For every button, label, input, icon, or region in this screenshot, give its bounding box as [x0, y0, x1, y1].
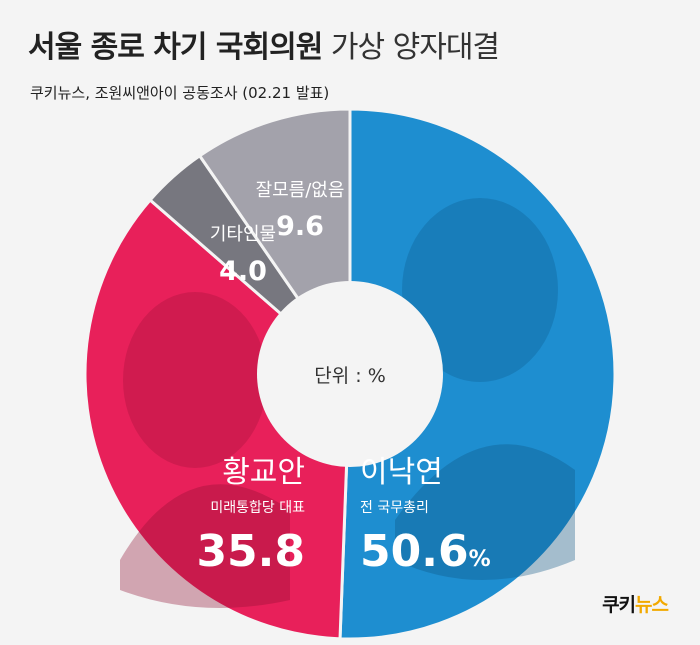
slice-value-1: 35.8: [196, 526, 305, 577]
slice-value-3: 9.6: [276, 211, 324, 242]
pie-slice-1: [83, 197, 352, 641]
pie-slice-0: [338, 107, 617, 641]
brand-part1: 쿠키: [602, 594, 636, 616]
brand-part2: 뉴스: [635, 594, 669, 616]
portrait-shoulder-0: [395, 444, 575, 580]
portrait-shoulder-1: [120, 484, 290, 608]
slice-label-1: 황교안: [222, 455, 305, 490]
title-sub: 가상 양자대결: [330, 30, 500, 65]
slice-label-3: 잘모름/없음: [256, 180, 345, 201]
slice-label-2: 기타인물: [210, 224, 276, 245]
source-subtitle: 쿠키뉴스, 조원씨앤아이 공동조사 (02.21 발표): [30, 84, 330, 102]
slice-value-2: 4.0: [219, 256, 267, 287]
pie-center: [257, 281, 443, 467]
slice-unit-0: %: [469, 547, 491, 572]
slice-sublabel-0: 전 국무총리: [360, 500, 429, 516]
brand-logo: 쿠키뉴스: [602, 590, 669, 617]
unit-label: 단위 : %: [314, 365, 386, 387]
portrait-shade-1: [123, 292, 267, 468]
slice-label-0: 이낙연: [360, 455, 443, 490]
title-main: 서울 종로 차기 국회의원: [28, 30, 323, 65]
page-title: 서울 종로 차기 국회의원 가상 양자대결: [28, 22, 500, 66]
slice-sublabel-1: 미래통합당 대표: [210, 500, 305, 516]
portrait-shade-0: [402, 198, 558, 382]
